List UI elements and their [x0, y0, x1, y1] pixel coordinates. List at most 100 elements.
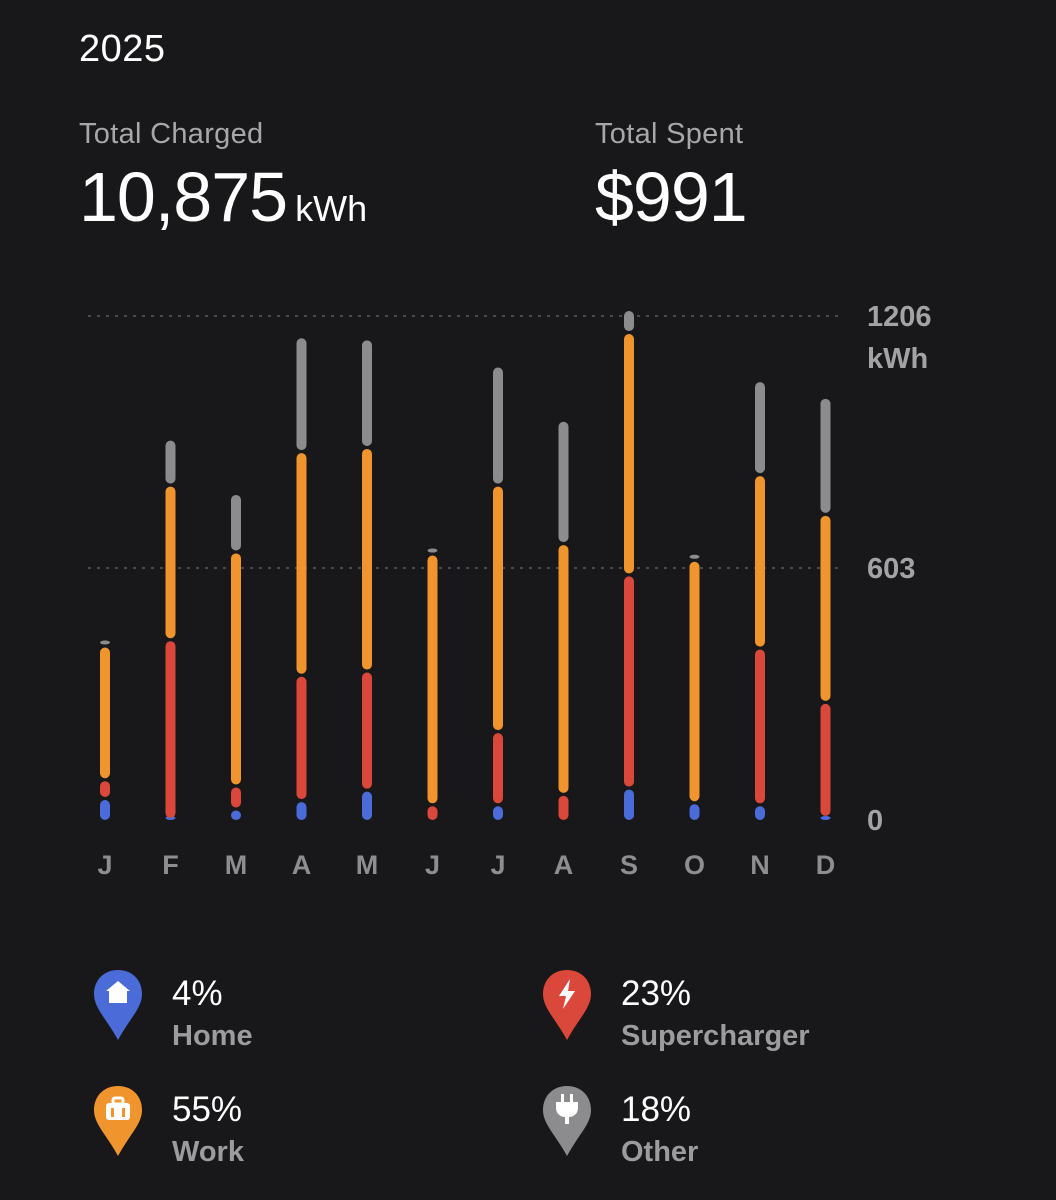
- bar-segment-supercharger[interactable]: [165, 641, 176, 818]
- bar-segment-supercharger[interactable]: [362, 672, 372, 789]
- bar-segment-home[interactable]: [755, 806, 765, 820]
- month-label: O: [684, 850, 705, 880]
- y-tick-label-0: 1206: [867, 301, 932, 333]
- bar-segment-other[interactable]: [100, 640, 110, 645]
- bar-segment-supercharger[interactable]: [296, 676, 307, 800]
- bar-segment-work[interactable]: [362, 448, 372, 670]
- briefcase-icon: [94, 1086, 142, 1156]
- y-tick-label-1: 603: [867, 553, 915, 585]
- bar-segment-work[interactable]: [427, 555, 438, 804]
- month-label: S: [620, 850, 638, 880]
- briefcase-strap-left: [111, 1108, 114, 1117]
- bar-segment-supercharger[interactable]: [820, 703, 831, 816]
- bar-segment-other[interactable]: [231, 494, 241, 551]
- bar-segment-home[interactable]: [362, 791, 372, 820]
- bar-segment-work[interactable]: [231, 553, 241, 785]
- bar-segment-other[interactable]: [493, 367, 503, 484]
- month-bar-4[interactable]: [362, 340, 372, 820]
- work-pin-shape: [94, 1086, 142, 1156]
- bar-segment-home[interactable]: [624, 789, 634, 820]
- month-label: J: [425, 850, 440, 880]
- bar-segment-other[interactable]: [427, 548, 438, 553]
- briefcase-strap-right: [122, 1108, 125, 1117]
- month-bar-1[interactable]: [165, 440, 176, 820]
- plug-icon: [543, 1086, 591, 1156]
- month-bar-6[interactable]: [493, 367, 503, 820]
- bar-segment-home[interactable]: [296, 802, 307, 820]
- bar-segment-home[interactable]: [231, 810, 241, 820]
- total-charged-unit: kWh: [295, 188, 368, 229]
- total-charged-value-row: 10,875 kWh: [79, 157, 367, 237]
- year-title[interactable]: 2025: [79, 28, 166, 70]
- home-glyph: [106, 981, 130, 1003]
- y-unit-label: kWh: [867, 343, 928, 375]
- supercharger-pin-shape: [543, 970, 591, 1040]
- bar-segment-other[interactable]: [362, 340, 372, 446]
- bar-segment-home[interactable]: [100, 800, 110, 820]
- bar-segment-work[interactable]: [100, 647, 110, 779]
- bar-segment-home[interactable]: [820, 816, 831, 820]
- legend-other-percent: 18%: [621, 1090, 692, 1129]
- bar-segment-work[interactable]: [624, 334, 634, 574]
- bar-segment-other[interactable]: [558, 421, 569, 543]
- bar-segment-supercharger[interactable]: [755, 649, 765, 804]
- month-label: J: [97, 850, 112, 880]
- legend-work-percent: 55%: [172, 1090, 243, 1129]
- bar-segment-work[interactable]: [755, 476, 765, 647]
- month-label: M: [225, 850, 248, 880]
- bar-segment-home[interactable]: [689, 804, 700, 820]
- bar-segment-other[interactable]: [165, 440, 176, 484]
- bar-segment-work[interactable]: [820, 515, 831, 701]
- legend-supercharger-label: Supercharger: [621, 1020, 810, 1052]
- total-spent-value-row: $991: [595, 157, 748, 237]
- bar-segment-other[interactable]: [689, 554, 700, 559]
- month-bar-10[interactable]: [755, 382, 765, 820]
- bar-segment-other[interactable]: [820, 398, 831, 513]
- bar-segment-supercharger[interactable]: [624, 576, 634, 787]
- bar-segment-supercharger[interactable]: [100, 781, 110, 798]
- monthly-charging-chart[interactable]: 1206 603 0 kWh J F M A M J J A S O N D: [0, 280, 1056, 900]
- month-bar-0[interactable]: [100, 640, 110, 820]
- bar-segment-supercharger[interactable]: [427, 806, 438, 820]
- bar-segment-other[interactable]: [624, 311, 634, 332]
- month-bar-7[interactable]: [558, 421, 569, 820]
- month-bar-2[interactable]: [231, 494, 241, 820]
- bar-segment-work[interactable]: [296, 453, 307, 674]
- total-spent-value: $991: [595, 158, 748, 236]
- bar-segment-other[interactable]: [296, 338, 307, 451]
- month-bar-5[interactable]: [427, 548, 438, 820]
- month-bar-11[interactable]: [820, 398, 831, 820]
- bar-segment-supercharger[interactable]: [493, 733, 503, 804]
- legend-home-label: Home: [172, 1020, 253, 1052]
- briefcase-handle: [111, 1096, 125, 1106]
- total-spent-stat: Total Spent $991: [595, 118, 748, 237]
- chart-gridlines: [88, 315, 838, 569]
- y-tick-label-2: 0: [867, 805, 883, 837]
- bar-segment-home[interactable]: [493, 806, 503, 820]
- plug-body: [556, 1102, 578, 1124]
- month-bar-3[interactable]: [296, 338, 307, 820]
- bar-segment-work[interactable]: [165, 486, 176, 639]
- legend-home-percent: 4%: [172, 974, 223, 1013]
- bar-segment-supercharger[interactable]: [231, 787, 241, 808]
- legend-supercharger-percent: 23%: [621, 974, 692, 1013]
- lightning-icon: [543, 970, 591, 1040]
- month-label: J: [490, 850, 505, 880]
- legend-work-label: Work: [172, 1136, 244, 1168]
- bar-segment-other[interactable]: [755, 382, 765, 474]
- chart-y-axis: 1206 603 0 kWh: [867, 301, 932, 837]
- home-pin-shape: [94, 970, 142, 1040]
- month-bar-8[interactable]: [624, 311, 634, 820]
- bar-segment-work[interactable]: [493, 486, 503, 731]
- bar-segment-work[interactable]: [689, 561, 700, 802]
- month-label: A: [554, 850, 574, 880]
- legend-other-label: Other: [621, 1136, 699, 1168]
- month-bar-9[interactable]: [689, 554, 700, 820]
- month-label: M: [356, 850, 379, 880]
- total-charged-label: Total Charged: [79, 118, 264, 150]
- chart-bars[interactable]: [100, 311, 831, 820]
- bar-segment-supercharger[interactable]: [558, 795, 569, 820]
- plug-prong-right: [570, 1094, 573, 1103]
- bar-segment-work[interactable]: [558, 545, 569, 793]
- total-charged-value: 10,875: [79, 158, 288, 236]
